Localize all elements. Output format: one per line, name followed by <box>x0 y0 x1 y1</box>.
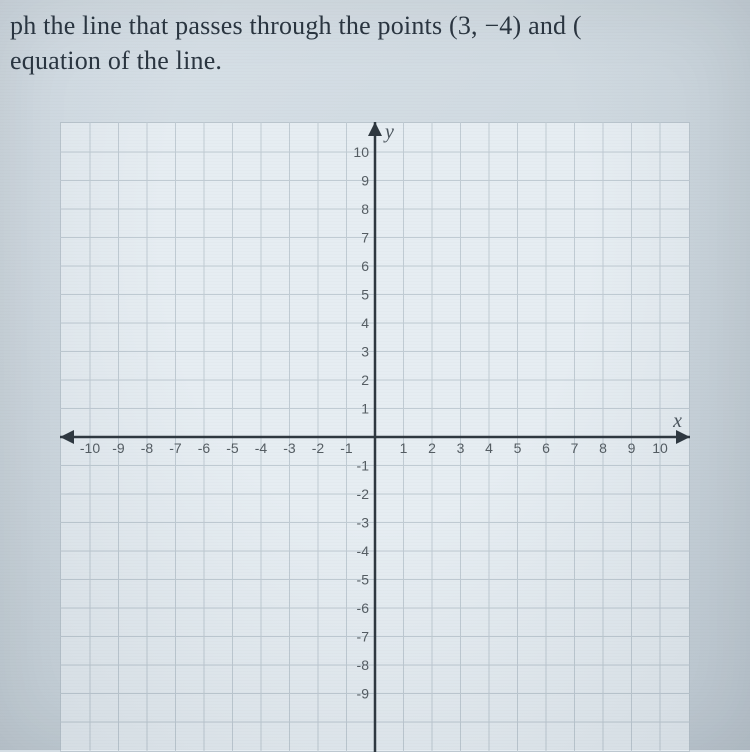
svg-text:-1: -1 <box>357 458 370 474</box>
svg-text:2: 2 <box>428 440 436 456</box>
svg-text:-5: -5 <box>357 572 370 588</box>
svg-text:-9: -9 <box>112 440 125 456</box>
svg-text:-5: -5 <box>226 440 239 456</box>
svg-text:y: y <box>383 122 394 143</box>
svg-text:-7: -7 <box>169 440 182 456</box>
svg-text:x: x <box>672 410 682 432</box>
svg-text:-1: -1 <box>340 440 353 456</box>
axis-labels: xy <box>383 122 682 432</box>
svg-text:6: 6 <box>361 258 369 274</box>
svg-text:4: 4 <box>485 440 493 456</box>
problem-line-2: equation of the line. <box>10 43 740 78</box>
svg-text:6: 6 <box>542 440 550 456</box>
svg-text:-6: -6 <box>198 440 211 456</box>
svg-text:10: 10 <box>652 440 668 456</box>
problem-line-1: ph the line that passes through the poin… <box>10 8 740 43</box>
svg-text:8: 8 <box>599 440 607 456</box>
svg-text:-9: -9 <box>357 686 370 702</box>
svg-text:4: 4 <box>361 315 369 331</box>
svg-text:-3: -3 <box>283 440 296 456</box>
svg-text:-6: -6 <box>357 600 370 616</box>
svg-text:-3: -3 <box>357 515 370 531</box>
axes <box>60 122 690 752</box>
point-1: (3, −4) <box>449 11 521 40</box>
text-fragment: and ( <box>521 11 581 40</box>
svg-text:-8: -8 <box>141 440 154 456</box>
svg-text:1: 1 <box>400 440 408 456</box>
svg-text:9: 9 <box>361 173 369 189</box>
text-fragment: ph the line that passes through the poin… <box>10 11 449 40</box>
problem-text: ph the line that passes through the poin… <box>10 8 740 78</box>
svg-text:-2: -2 <box>357 486 370 502</box>
svg-text:8: 8 <box>361 201 369 217</box>
svg-text:3: 3 <box>457 440 465 456</box>
svg-text:7: 7 <box>361 230 369 246</box>
svg-text:-4: -4 <box>357 543 370 559</box>
svg-text:3: 3 <box>361 344 369 360</box>
svg-text:-7: -7 <box>357 629 370 645</box>
svg-text:7: 7 <box>571 440 579 456</box>
svg-text:1: 1 <box>361 401 369 417</box>
svg-text:9: 9 <box>628 440 636 456</box>
svg-text:-4: -4 <box>255 440 268 456</box>
coordinate-grid: -10 -9 -8 -7 -6 -5 -4 -3 -2 -1 1 2 3 4 5 6 7 8 9 10 -9 -8 -7 -6… <box>60 122 690 752</box>
svg-text:2: 2 <box>361 372 369 388</box>
svg-text:-8: -8 <box>357 657 370 673</box>
svg-text:-10: -10 <box>80 440 100 456</box>
svg-text:10: 10 <box>353 144 369 160</box>
page-container: ph the line that passes through the poin… <box>0 0 750 750</box>
svg-text:5: 5 <box>361 287 369 303</box>
svg-text:-2: -2 <box>312 440 325 456</box>
svg-text:5: 5 <box>514 440 522 456</box>
grid-svg: -10 -9 -8 -7 -6 -5 -4 -3 -2 -1 1 2 3 4 5 6 7 8 9 10 -9 -8 -7 -6… <box>60 122 690 752</box>
